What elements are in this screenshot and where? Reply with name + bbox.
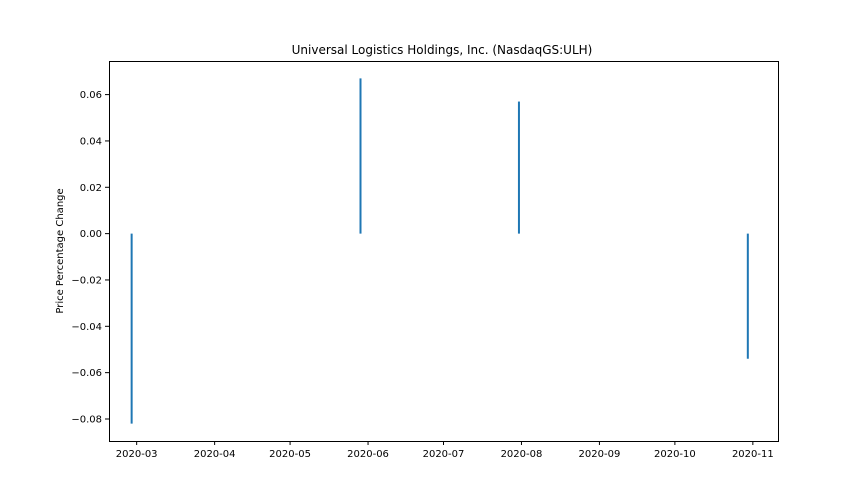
bar [359, 78, 362, 234]
y-tick-label: −0.04 [71, 322, 102, 333]
y-tick-label: 0.04 [80, 136, 102, 147]
x-tick-label: 2020-04 [194, 449, 236, 460]
bar-series [130, 78, 749, 424]
bar [130, 233, 133, 424]
y-tick-label: 0.06 [80, 90, 102, 101]
y-axis: −0.08 −0.06 −0.04 −0.02 0.00 0.02 0.04 0.06 [71, 90, 109, 425]
x-tick-label: 2020-08 [501, 449, 543, 460]
y-tick-label: 0.00 [80, 229, 102, 240]
x-tick-label: 2020-11 [732, 449, 774, 460]
y-tick-label: 0.02 [80, 183, 102, 194]
y-tick-label: −0.08 [71, 414, 102, 425]
y-tick-label: −0.06 [71, 368, 102, 379]
x-tick-label: 2020-05 [269, 449, 311, 460]
bar [746, 233, 749, 359]
x-axis: 2020-03 2020-04 2020-05 2020-06 2020-07 2020-… [116, 441, 774, 460]
x-tick-label: 2020-09 [579, 449, 621, 460]
x-tick-label: 2020-06 [347, 449, 389, 460]
y-axis-label: Price Percentage Change [55, 188, 66, 313]
plot-frame [109, 61, 779, 442]
chart-title: Universal Logistics Holdings, Inc. (Nasd… [292, 43, 593, 57]
x-tick-label: 2020-10 [654, 449, 696, 460]
y-tick-label: −0.02 [71, 275, 102, 286]
x-tick-label: 2020-03 [116, 449, 158, 460]
x-tick-label: 2020-07 [423, 449, 465, 460]
bar [517, 101, 520, 234]
